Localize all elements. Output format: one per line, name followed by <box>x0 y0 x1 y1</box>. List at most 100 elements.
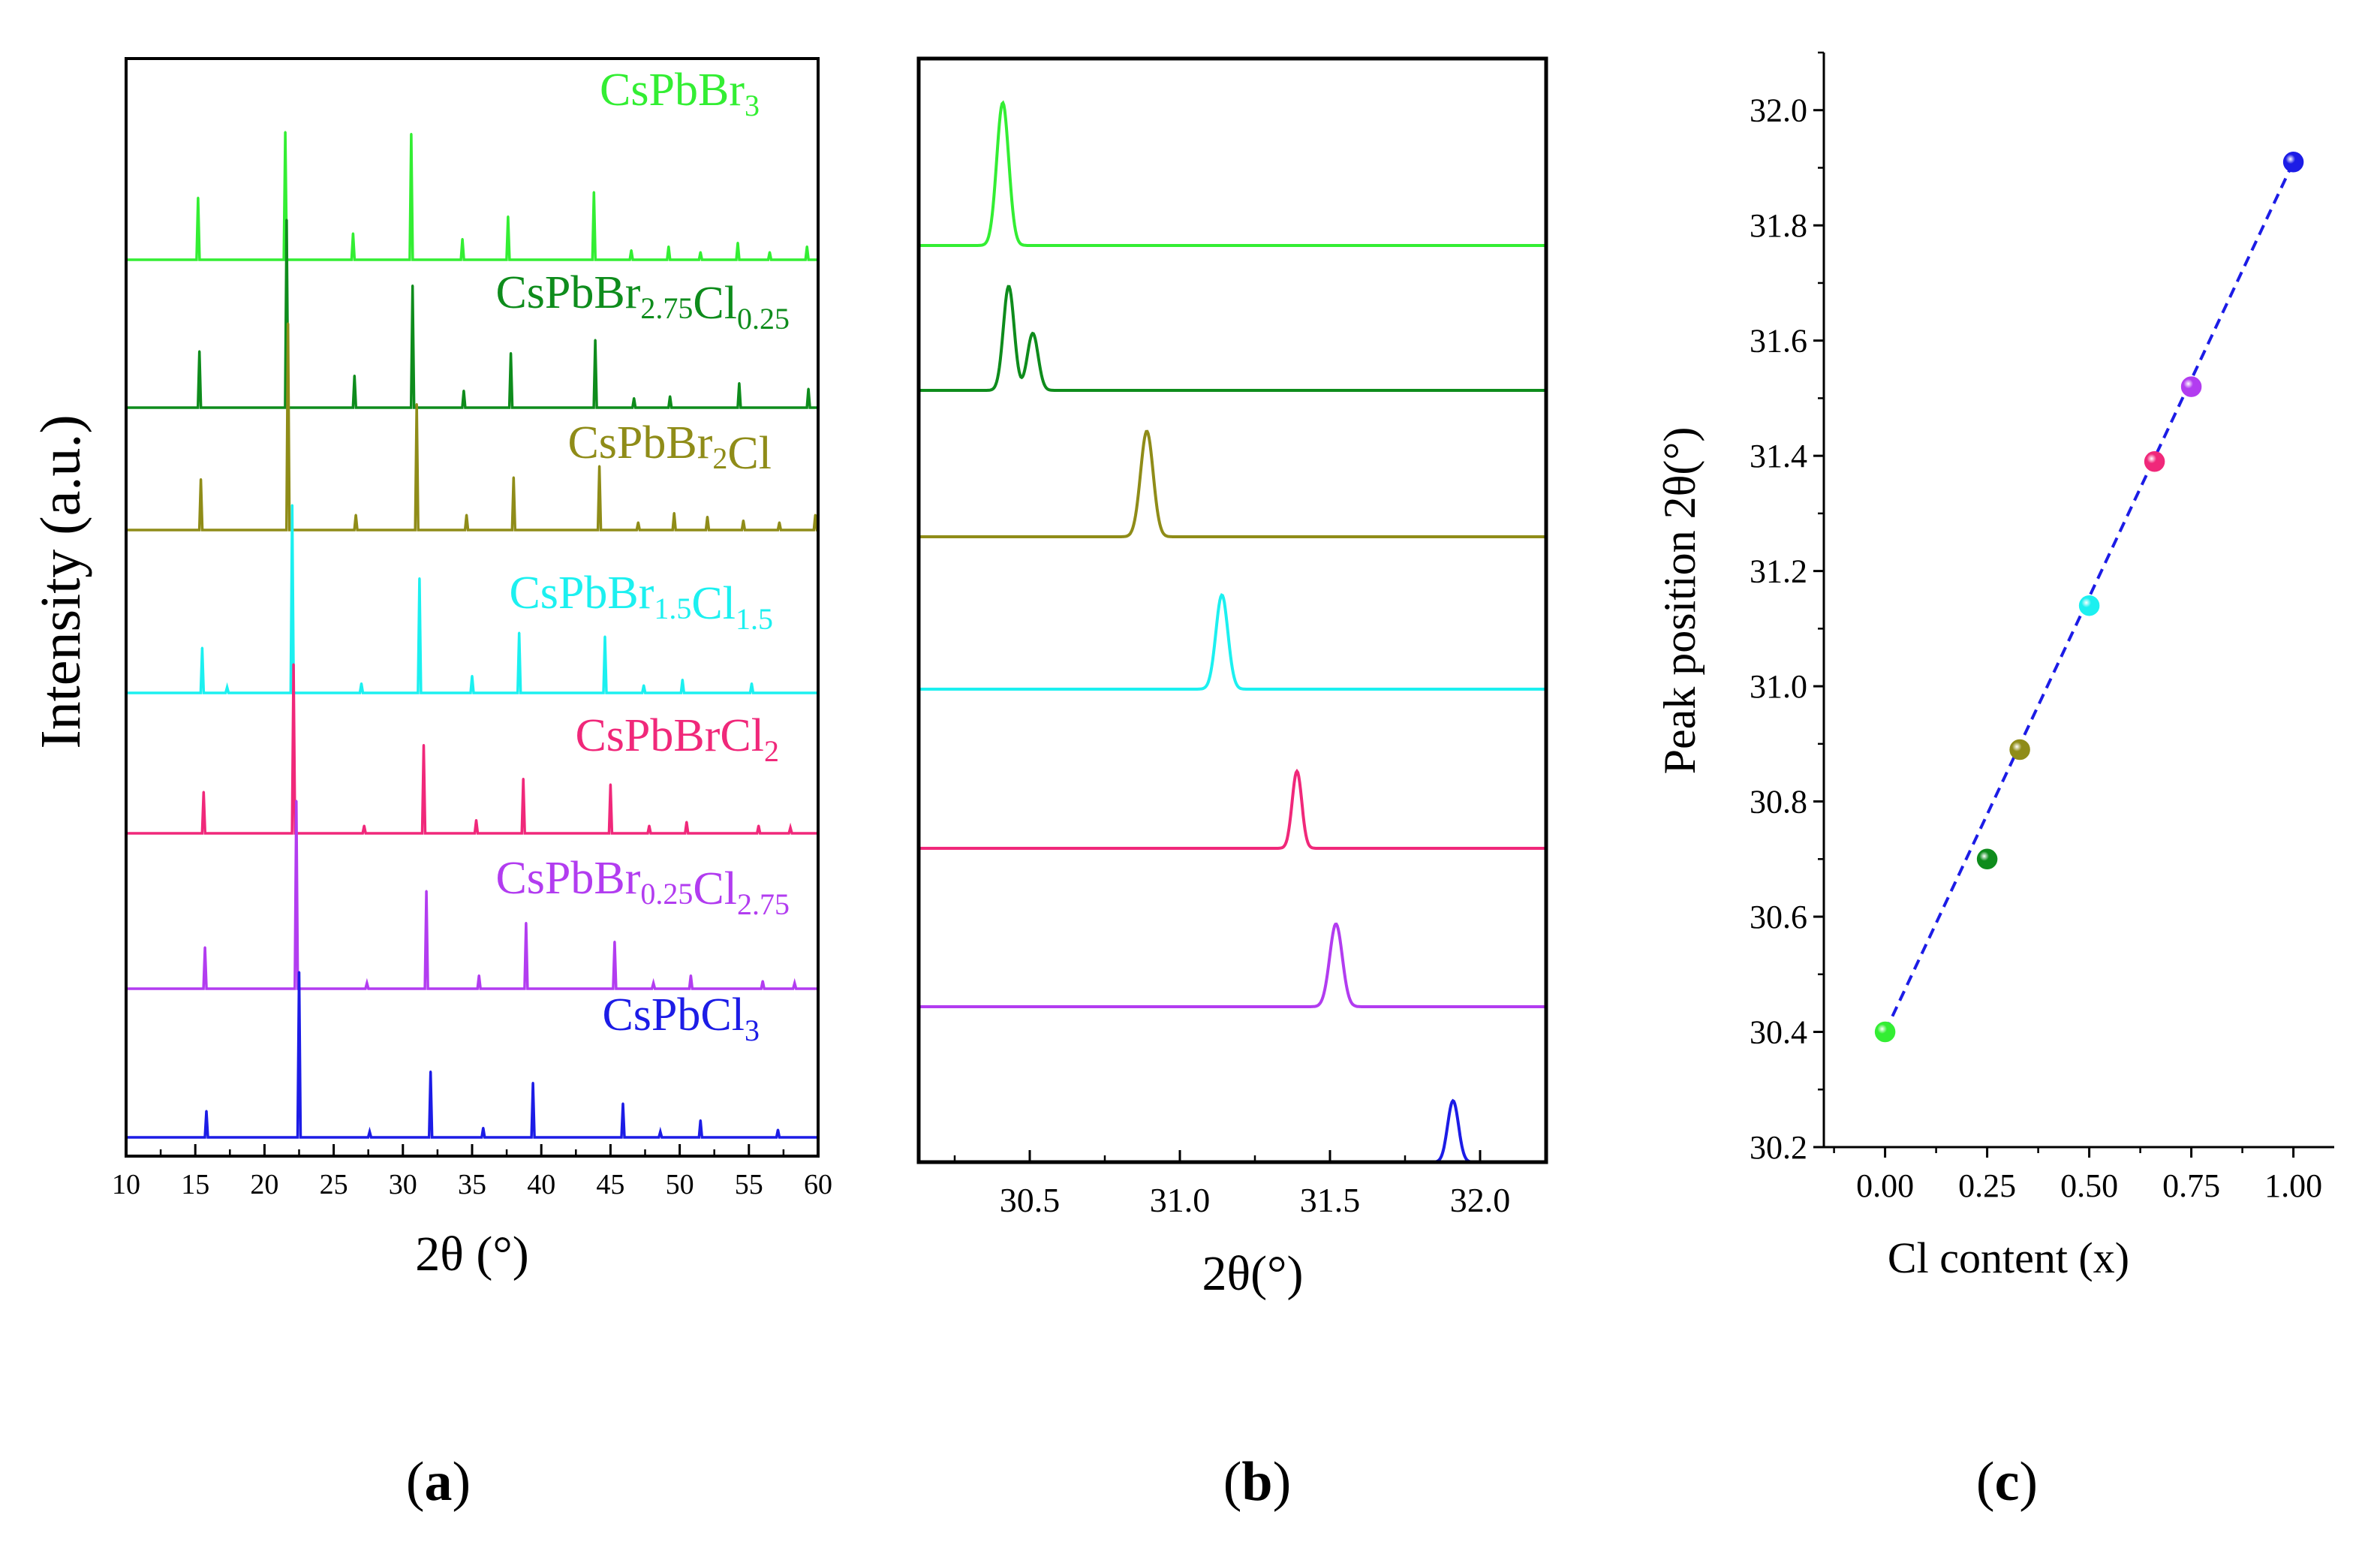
x-tick-label: 31.0 <box>1150 1181 1211 1219</box>
diffraction-peak <box>298 971 300 974</box>
y-tick-label: 30.6 <box>1750 899 1807 935</box>
x-tick-label: 32.0 <box>1450 1181 1511 1219</box>
diffraction-peak <box>706 516 709 518</box>
diffraction-peak <box>648 824 651 827</box>
diffraction-peak <box>736 242 739 244</box>
diffraction-peak <box>667 245 670 248</box>
diffraction-peak <box>630 249 633 251</box>
data-point-CsPbBr1.5Cl1.5 <box>2078 595 2100 616</box>
diffraction-peak <box>475 819 477 821</box>
series-name-CsPbCl3: CsPbCl3 <box>602 989 760 1047</box>
linear-fit-line <box>1883 161 2295 1033</box>
panel-a: CsPbBr3 CsPbBr2.75Cl0.25 CsPbBr2Cl CsPbBr1.… <box>29 57 832 1513</box>
y-tick-label: 31.8 <box>1750 207 1807 244</box>
diffraction-peak <box>465 513 468 517</box>
y-tick-label: 31.6 <box>1750 323 1807 360</box>
diffraction-peak <box>203 946 206 949</box>
diffraction-peak <box>659 1131 662 1133</box>
peak-profile-CsPbBr3 <box>919 100 1546 247</box>
panel-c-y-axis: 30.2 30.4 30.6 30.8 31.0 31.2 31.4 31.6 31.8 32.0 <box>1750 51 1824 1166</box>
diffraction-peak <box>353 375 356 377</box>
diffraction-peak <box>410 133 413 135</box>
peak-profile-CsPbBr1.5Cl1.5 <box>919 593 1546 691</box>
diffraction-peak <box>633 397 636 399</box>
diffraction-peak <box>699 251 702 254</box>
peak-profile-CsPbBr2.75Cl0.25 <box>919 285 1546 392</box>
peak-profile-CsPbBrCl2 <box>919 768 1546 850</box>
panel-c-x-label: Cl content (x) <box>1888 1233 2129 1282</box>
diffraction-peak <box>522 778 525 780</box>
diffraction-peak <box>351 232 354 235</box>
data-point-CsPbBr2Cl <box>2009 739 2030 760</box>
diffraction-peak <box>518 631 521 634</box>
panel-b-x-label: 2θ(°) <box>1202 1246 1304 1301</box>
diffraction-peak <box>197 197 200 199</box>
diffraction-peak <box>592 191 595 194</box>
xrd-pattern-CsPbBrCl2 <box>126 663 818 835</box>
diffraction-peak <box>200 478 203 480</box>
diffraction-peak <box>290 504 293 507</box>
series-name-CsPbBr3: CsPbBr3 <box>600 65 760 122</box>
diffraction-peak <box>295 800 298 803</box>
x-tick-label: 15 <box>181 1169 209 1200</box>
diffraction-peak <box>609 783 612 786</box>
diffraction-peak <box>198 350 201 353</box>
diffraction-peak <box>461 238 464 240</box>
diffraction-peak <box>285 218 288 221</box>
peak-profile-CsPbBr2Cl <box>919 429 1546 538</box>
diffraction-peak <box>354 513 357 517</box>
diffraction-peak <box>415 403 418 405</box>
x-tick-label: 25 <box>320 1169 348 1200</box>
x-tick-label: 55 <box>735 1169 763 1200</box>
x-tick-label: 20 <box>250 1169 278 1200</box>
panel-a-series-names: CsPbBr3 CsPbBr2.75Cl0.25 CsPbBr2Cl CsPbBr1.… <box>495 65 790 1047</box>
diffraction-peak <box>525 922 528 924</box>
diffraction-peak <box>425 890 428 893</box>
diffraction-peak <box>777 1128 779 1131</box>
series-name-CsPbBr0.25Cl2.75: CsPbBr0.25Cl2.75 <box>495 853 790 921</box>
diffraction-peak <box>510 352 513 354</box>
xrd-pattern-CsPbBr3 <box>126 131 818 261</box>
panel-b-label: (b) <box>1223 1451 1291 1513</box>
diffraction-peak <box>205 1110 208 1113</box>
pattern-line-CsPbBr3 <box>126 131 818 261</box>
panel-b-x-axis: 30.5 31.0 31.5 32.0 <box>953 1150 1511 1219</box>
data-point-CsPbCl3 <box>2282 152 2304 173</box>
x-tick-label: 0.25 <box>1958 1167 2016 1204</box>
xrd-pattern-CsPbBr1.5Cl1.5 <box>126 504 818 694</box>
diffraction-peak <box>751 682 753 685</box>
diffraction-peak <box>642 684 645 687</box>
data-point-CsPbBr2.75Cl0.25 <box>1976 848 1998 870</box>
x-tick-label: 30 <box>389 1169 417 1200</box>
diffraction-peak <box>594 339 597 342</box>
diffraction-peak <box>652 982 655 984</box>
diffraction-peak <box>462 390 465 392</box>
panel-a-y-label: Intensity (a.u.) <box>29 414 92 748</box>
panel-a-x-label: 2θ (°) <box>415 1227 528 1281</box>
diffraction-peak <box>742 520 745 522</box>
diffraction-peak <box>603 635 606 638</box>
x-tick-label: 1.00 <box>2264 1167 2322 1204</box>
diffraction-peak <box>287 322 290 325</box>
data-point-CsPbBr3 <box>1874 1021 1896 1043</box>
diffraction-peak <box>761 980 764 983</box>
diffraction-peak <box>411 285 414 287</box>
data-point-CsPbBr0.25Cl2.75 <box>2180 376 2202 397</box>
panel-c: 0.00 0.25 0.50 0.75 1.00 30.2 30.4 30.6 30.8 31.… <box>1655 51 2334 1513</box>
peak-profile-CsPbBr0.25Cl2.75 <box>919 922 1546 1008</box>
diffraction-peak <box>226 686 229 688</box>
x-tick-label: 50 <box>666 1169 694 1200</box>
peak-profile-CsPbCl3 <box>919 1098 1546 1164</box>
diffraction-peak <box>636 521 639 524</box>
panel-a-label: (a) <box>406 1451 471 1513</box>
diffraction-peak <box>477 974 480 977</box>
y-tick-label: 31.0 <box>1750 668 1807 705</box>
x-tick-label: 0.50 <box>2060 1167 2118 1204</box>
series-name-CsPbBr2Cl: CsPbBr2Cl <box>567 417 772 479</box>
diffraction-peak <box>805 245 808 248</box>
diffraction-peak <box>689 974 692 977</box>
x-tick-label: 60 <box>804 1169 832 1200</box>
xrd-pattern-CsPbCl3 <box>126 971 818 1139</box>
y-tick-label: 32.0 <box>1750 92 1807 129</box>
